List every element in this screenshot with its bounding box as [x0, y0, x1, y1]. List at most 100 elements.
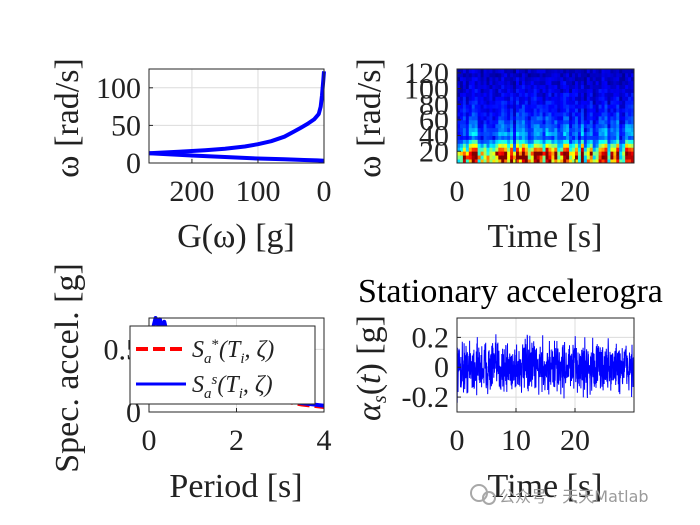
panel-2-heat-cell — [462, 84, 467, 89]
panel-2-heat-cell — [477, 76, 481, 82]
panel-2-heat-cell — [554, 155, 558, 160]
panel-2-heat-cell — [501, 76, 505, 82]
panel-2-heat-cell — [501, 72, 505, 78]
panel-2-heat-cell — [504, 123, 508, 129]
panel-2-heat-cell — [622, 84, 626, 89]
panel-2-heat-cell — [572, 100, 576, 105]
panel-2-heat-cell — [533, 119, 538, 125]
panel-2-heat-cell — [580, 69, 585, 74]
panel-4-axes-box — [456, 317, 635, 413]
panel-2-heat-cell — [619, 147, 623, 152]
panel-2-heat-cell — [572, 123, 576, 129]
panel-2-heat-cell — [524, 135, 529, 140]
panel-2-heat-cell — [616, 116, 620, 121]
panel-2-heat-cell — [474, 80, 479, 86]
panel-2-heat-cell — [527, 151, 532, 156]
panel-2-heat-cell — [477, 147, 481, 152]
panel-2-heat-cell — [489, 123, 493, 129]
panel-2-heat-cell — [480, 88, 484, 93]
panel-2-heat-cell — [625, 108, 629, 113]
panel-2-heat-cell — [589, 116, 594, 121]
panel-2-ytick-label: 60 — [419, 104, 449, 137]
panel-2-heat-cell — [542, 151, 546, 156]
panel-2-heat-cell — [583, 76, 588, 82]
panel-2-heat-cell — [589, 135, 594, 140]
panel-2-heat-cell — [542, 80, 546, 86]
panel-2-heat-cell — [580, 72, 585, 78]
panel-2-heat-cell — [524, 131, 529, 136]
panel-2-heat-cell — [580, 80, 585, 86]
panel-2-heat-cell — [462, 88, 467, 93]
panel-2-heat-cell — [516, 123, 520, 129]
panel-2-heat-cell — [601, 135, 605, 140]
panel-2-heat-cell — [459, 104, 464, 109]
panel-2-heat-cell — [533, 108, 538, 113]
panel-2-heat-cell — [524, 127, 529, 133]
panel-2-heat-cell — [628, 112, 632, 117]
panel-2-heat-cell — [554, 143, 558, 148]
panel-2-heat-cell — [598, 147, 602, 152]
panel-2-heat-cell — [513, 96, 517, 101]
panel-2-heat-cell — [539, 151, 543, 156]
panel-2-heat-cell — [530, 127, 535, 133]
panel-2-heat-cell — [477, 155, 481, 160]
panel-2-heat-cell — [521, 143, 526, 148]
panel-2-heat-cell — [483, 104, 487, 109]
panel-2-heat-cell — [613, 116, 617, 121]
panel-2-heat-cell — [457, 84, 461, 89]
panel-2-heat-cell — [631, 84, 635, 89]
panel-2-heat-cell — [498, 127, 502, 133]
panel-2-heat-cell — [566, 151, 570, 156]
panel-2-heat-cell — [577, 139, 582, 144]
panel-2-heat-cell — [563, 159, 567, 164]
panel-2-heat-cell — [507, 84, 511, 89]
panel-2-heat-cell — [518, 104, 523, 109]
panel-2-heat-cell — [468, 155, 473, 160]
panel-2-heat-cell — [545, 139, 549, 144]
panel-2-heat-cell — [516, 72, 520, 78]
panel-2-heat-cell — [580, 123, 585, 129]
panel-2-heat-cell — [625, 104, 629, 109]
panel-2-heat-cell — [569, 143, 573, 148]
panel-2-heat-cell — [563, 127, 567, 133]
panel-2-heat-cell — [628, 143, 632, 148]
panel-2-heat-cell — [516, 100, 520, 105]
panel-2-heat-cell — [631, 116, 635, 121]
panel-2-heat-cell — [486, 127, 490, 133]
panel-2-heat-cell — [507, 92, 511, 97]
panel-2-heat-cell — [492, 159, 496, 164]
panel-2-heat-cell — [616, 80, 620, 86]
panel-2-heat-cell — [619, 155, 623, 160]
panel-2-heat-cell — [554, 84, 558, 89]
panel-2-heat-cell — [548, 104, 552, 109]
panel-2-heat-cell — [560, 151, 564, 156]
panel-2-heat-cell — [471, 139, 476, 144]
panel-2-heat-cell — [563, 108, 567, 113]
panel-2-heat-cell — [551, 119, 555, 125]
panel-2-heat-cell — [521, 135, 526, 140]
panel-2-heat-cell — [589, 72, 594, 78]
panel-2-xtick-label: 10 — [501, 175, 531, 208]
panel-2-heat-cell — [566, 135, 570, 140]
panel-2-heat-cell — [598, 84, 602, 89]
panel-2-heat-cell — [536, 72, 540, 78]
panel-2-heat-cell — [477, 72, 481, 78]
panel-3-ylabel: Spec. accel. [g] — [49, 263, 86, 473]
panel-2-heat-cell — [483, 72, 487, 78]
panel-2-heat-cell — [510, 147, 514, 152]
panel-2-heat-cell — [625, 139, 629, 144]
panel-2-heat-cell — [560, 127, 564, 133]
panel-2-heat-cell — [457, 108, 461, 113]
panel-2-heat-cell — [495, 112, 499, 117]
panel-2-heat-cell — [510, 84, 514, 89]
panel-2-heat-cell — [486, 96, 490, 101]
panel-2-heat-cell — [598, 127, 602, 133]
panel-2-heat-cell — [554, 76, 558, 82]
panel-2-heat-cell — [483, 88, 487, 93]
panel-2-heat-cell — [507, 112, 511, 117]
panel-2-heat-cell — [583, 116, 588, 121]
panel-2-heat-cell — [551, 123, 555, 129]
panel-2-heat-cell — [530, 100, 535, 105]
panel-2-heat-cell — [492, 69, 496, 74]
